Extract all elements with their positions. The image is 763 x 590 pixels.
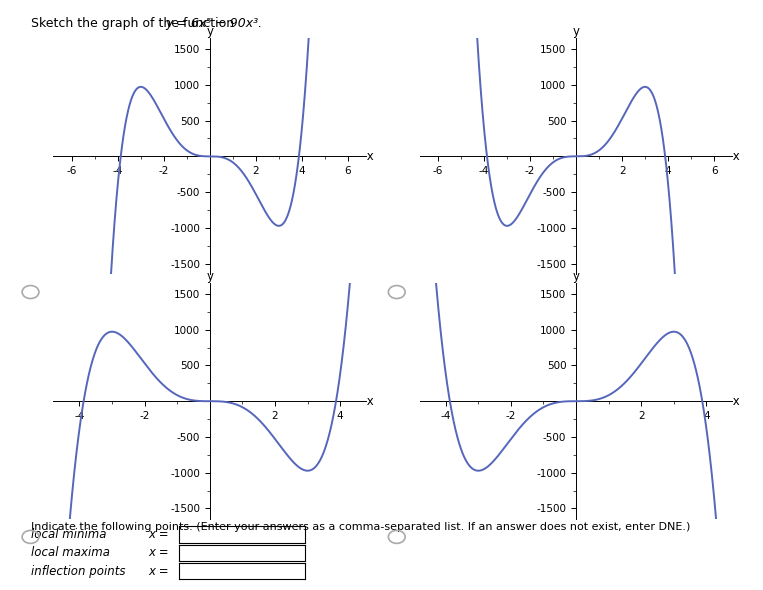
Text: x: x — [729, 150, 740, 163]
Text: x =: x = — [149, 565, 169, 578]
Text: inflection points: inflection points — [31, 565, 125, 578]
Text: x: x — [729, 395, 740, 408]
Text: x: x — [363, 150, 374, 163]
Text: Indicate the following points. (Enter your answers as a comma-separated list. If: Indicate the following points. (Enter yo… — [31, 522, 690, 532]
Text: Sketch the graph of the function: Sketch the graph of the function — [31, 17, 242, 30]
Text: x =: x = — [149, 546, 169, 559]
Text: y: y — [206, 270, 214, 283]
Text: y = 6x⁵ − 90x³.: y = 6x⁵ − 90x³. — [166, 17, 262, 30]
Text: x =: x = — [149, 528, 169, 541]
Text: y: y — [206, 25, 214, 38]
Text: y: y — [572, 25, 580, 38]
Text: y: y — [572, 270, 580, 283]
Text: local minima: local minima — [31, 528, 106, 541]
Text: local maxima: local maxima — [31, 546, 110, 559]
Text: x: x — [363, 395, 374, 408]
